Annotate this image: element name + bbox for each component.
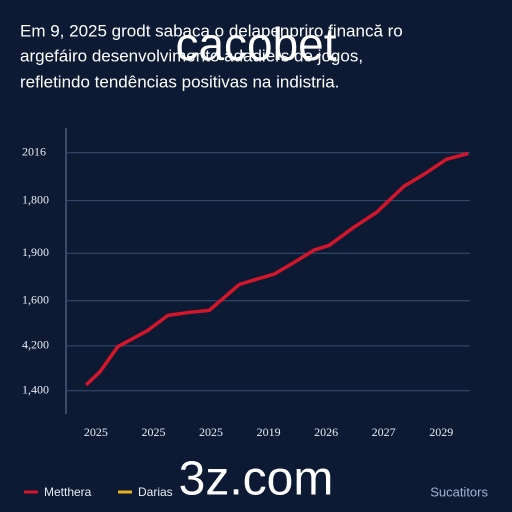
x-tick-label: 2029: [429, 425, 453, 439]
domain-overlay: 3z.com: [179, 453, 334, 506]
data-line: [84, 151, 469, 387]
legend-label: Darias: [138, 485, 173, 499]
y-tick-label: 1,900: [22, 245, 49, 259]
x-tick-label: 2025: [84, 425, 108, 439]
y-tick-label: 1,600: [22, 292, 49, 306]
y-tick-label: 4,200: [22, 338, 49, 352]
x-tick-label: 2026: [314, 425, 338, 439]
source-label: Sucatitors: [430, 484, 488, 499]
header-line: argefáiro desenvolvimento adadiers de jo…: [20, 46, 363, 65]
x-tick-label: 2027: [372, 425, 396, 439]
header-line: refletindo tendências positivas na indis…: [20, 72, 339, 91]
y-tick-label: 1,400: [22, 382, 49, 396]
brand-overlay: cacobet: [175, 18, 336, 70]
y-tick-label: 2016: [22, 144, 46, 158]
legend-label: Metthera: [44, 485, 92, 499]
header-line: Em 9, 2025 grodt sabaca o delapenpriro f…: [20, 21, 403, 40]
y-tick-label: 1,800: [22, 192, 49, 206]
x-tick-label: 2019: [257, 425, 281, 439]
x-tick-label: 2025: [141, 425, 165, 439]
x-tick-label: 2025: [199, 425, 223, 439]
